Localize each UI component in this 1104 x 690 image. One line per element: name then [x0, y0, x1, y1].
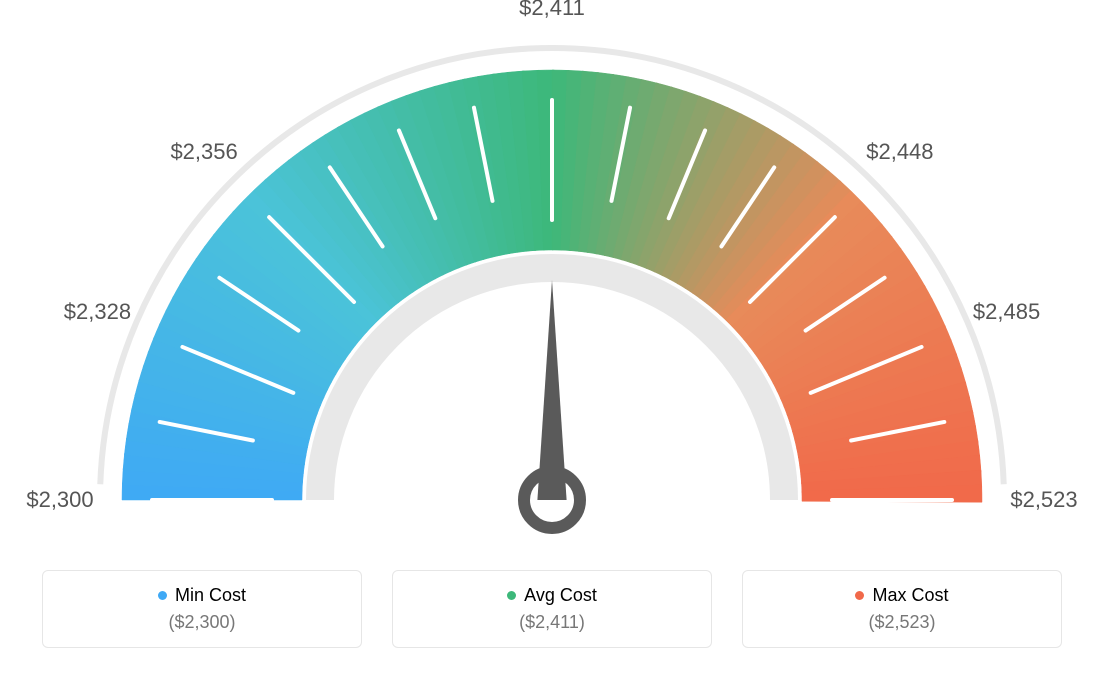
legend-value-avg: ($2,411) — [413, 612, 691, 633]
legend-title-min: Min Cost — [158, 585, 246, 606]
gauge-chart: $2,300 $2,328 $2,356 $2,411 $2,448 $2,485 $2,5… — [0, 0, 1104, 560]
legend-row: Min Cost ($2,300) Avg Cost ($2,411) Max … — [0, 570, 1104, 648]
legend-title-avg: Avg Cost — [507, 585, 597, 606]
gauge-tick-label: $2,328 — [64, 299, 131, 325]
legend-title-max: Max Cost — [855, 585, 948, 606]
gauge-tick-label: $2,523 — [1010, 487, 1077, 513]
gauge-tick-label: $2,411 — [519, 0, 585, 21]
legend-title-min-text: Min Cost — [175, 585, 246, 606]
gauge-tick-label: $2,485 — [973, 299, 1040, 325]
legend-box-min: Min Cost ($2,300) — [42, 570, 362, 648]
gauge-tick-label: $2,356 — [170, 139, 237, 165]
legend-title-avg-text: Avg Cost — [524, 585, 597, 606]
legend-bullet-avg — [507, 591, 516, 600]
gauge-tick-label: $2,448 — [866, 139, 933, 165]
gauge-svg — [0, 0, 1104, 560]
legend-value-max: ($2,523) — [763, 612, 1041, 633]
legend-bullet-min — [158, 591, 167, 600]
legend-box-max: Max Cost ($2,523) — [742, 570, 1062, 648]
legend-bullet-max — [855, 591, 864, 600]
legend-box-avg: Avg Cost ($2,411) — [392, 570, 712, 648]
gauge-tick-label: $2,300 — [26, 487, 93, 513]
legend-value-min: ($2,300) — [63, 612, 341, 633]
legend-title-max-text: Max Cost — [872, 585, 948, 606]
